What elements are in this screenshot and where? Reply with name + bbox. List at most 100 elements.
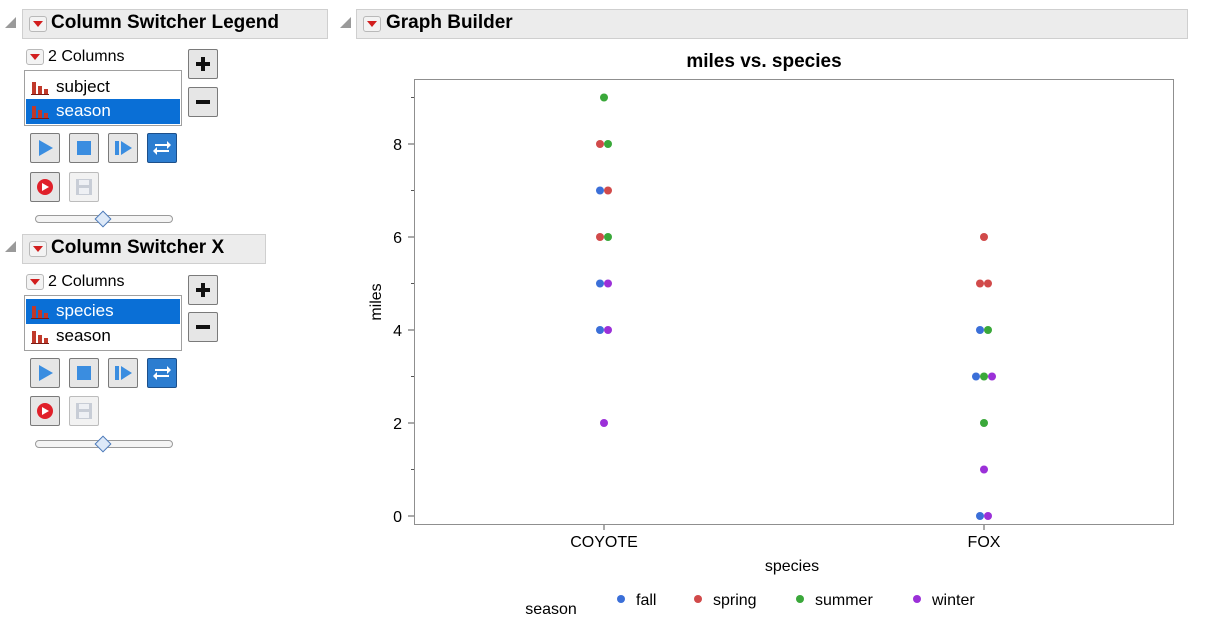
- play-icon: [39, 365, 53, 381]
- y-tick-label: 2: [393, 416, 402, 433]
- legend-label-winter[interactable]: winter: [931, 592, 975, 609]
- legend-label-fall[interactable]: fall: [636, 592, 656, 609]
- save-icon: [76, 179, 92, 195]
- legend-label-spring[interactable]: spring: [713, 592, 757, 609]
- data-point-fall[interactable]: [976, 512, 984, 520]
- collapse-triangle-icon[interactable]: [340, 17, 352, 29]
- data-point-spring[interactable]: [604, 186, 612, 195]
- collapse-triangle-icon[interactable]: [5, 17, 17, 29]
- x-columns-label: 2 Columns: [48, 273, 125, 290]
- data-point-spring[interactable]: [596, 140, 604, 148]
- bar-chart-icon: [31, 82, 49, 95]
- data-point-spring[interactable]: [596, 233, 604, 241]
- data-point-winter[interactable]: [988, 372, 996, 381]
- data-point-summer[interactable]: [980, 372, 988, 381]
- x-panel-title: Column Switcher X: [51, 237, 225, 258]
- x-axis-label: species: [765, 558, 819, 575]
- legend-loop-button[interactable]: [147, 133, 177, 163]
- y-axis-label: miles: [368, 283, 385, 320]
- x-play-button[interactable]: [30, 358, 60, 388]
- data-point-fall[interactable]: [976, 326, 984, 334]
- data-point-summer[interactable]: [604, 140, 612, 148]
- graph-builder-title: Graph Builder: [386, 12, 513, 33]
- legend-columns-menu-icon[interactable]: [26, 49, 44, 65]
- legend-save-button: [69, 172, 99, 202]
- data-point-spring[interactable]: [980, 233, 988, 241]
- x-columns-menu-icon[interactable]: [26, 274, 44, 290]
- legend-panel-menu-icon[interactable]: [29, 16, 47, 32]
- bar-chart-icon: [31, 306, 49, 319]
- loop-icon: [153, 141, 171, 155]
- record-icon: [37, 179, 53, 195]
- data-point-spring[interactable]: [984, 279, 992, 288]
- y-tick-label: 8: [393, 137, 402, 154]
- data-point-summer[interactable]: [984, 326, 992, 334]
- legend-record-button[interactable]: [30, 172, 60, 202]
- minus-icon: [196, 325, 210, 329]
- x-panel-menu-icon[interactable]: [29, 241, 47, 257]
- data-point-fall[interactable]: [596, 186, 604, 195]
- x-step-button[interactable]: [108, 358, 138, 388]
- data-point-winter[interactable]: [984, 512, 992, 520]
- data-point-fall[interactable]: [596, 326, 604, 334]
- x-record-button[interactable]: [30, 396, 60, 426]
- legend-list-item-subject[interactable]: subject: [26, 75, 180, 100]
- legend-label-summer[interactable]: summer: [815, 592, 873, 609]
- legend-marker-spring[interactable]: [694, 595, 702, 603]
- legend-stop-button[interactable]: [69, 133, 99, 163]
- graph-builder-header: [356, 9, 1188, 39]
- data-point-summer[interactable]: [604, 233, 612, 241]
- graph-builder-menu-icon[interactable]: [363, 16, 381, 32]
- legend-remove-column-button[interactable]: [188, 87, 218, 117]
- x-loop-button[interactable]: [147, 358, 177, 388]
- loop-icon: [153, 366, 171, 380]
- data-point-winter[interactable]: [604, 279, 612, 288]
- y-tick-label: 0: [393, 509, 402, 526]
- x-list-item-species[interactable]: species: [26, 299, 180, 324]
- bar-chart-icon: [31, 106, 49, 119]
- legend-add-column-button[interactable]: [188, 49, 218, 79]
- legend-column-list[interactable]: subject season: [24, 70, 182, 126]
- legend-marker-fall[interactable]: [617, 595, 625, 603]
- stop-icon: [77, 141, 91, 155]
- legend-columns-label: 2 Columns: [48, 48, 125, 65]
- legend-marker-winter[interactable]: [913, 595, 921, 603]
- play-icon: [39, 140, 53, 156]
- x-list-item-label: species: [56, 301, 114, 320]
- legend-play-button[interactable]: [30, 133, 60, 163]
- data-point-spring[interactable]: [976, 279, 984, 288]
- record-icon: [37, 403, 53, 419]
- data-point-summer[interactable]: [600, 93, 608, 102]
- y-tick-label: 6: [393, 230, 402, 247]
- legend-list-item-season[interactable]: season: [26, 99, 180, 124]
- x-save-button: [69, 396, 99, 426]
- data-point-fall[interactable]: [972, 372, 980, 381]
- x-column-list[interactable]: species season: [24, 295, 182, 351]
- x-stop-button[interactable]: [69, 358, 99, 388]
- collapse-triangle-icon[interactable]: [5, 241, 17, 253]
- plus-icon: [196, 57, 210, 71]
- legend-list-item-label: subject: [56, 77, 110, 96]
- data-point-fall[interactable]: [596, 279, 604, 288]
- x-remove-column-button[interactable]: [188, 312, 218, 342]
- save-icon: [76, 403, 92, 419]
- minus-icon: [196, 100, 210, 104]
- legend-title: season: [525, 601, 577, 618]
- legend-step-button[interactable]: [108, 133, 138, 163]
- step-forward-icon: [115, 141, 132, 155]
- legend-list-item-label: season: [56, 101, 111, 120]
- data-point-winter[interactable]: [600, 419, 608, 427]
- step-forward-icon: [115, 366, 132, 380]
- stop-icon: [77, 366, 91, 380]
- data-point-winter[interactable]: [604, 326, 612, 334]
- data-point-summer[interactable]: [980, 419, 988, 427]
- legend-panel-title: Column Switcher Legend: [51, 12, 280, 33]
- legend-marker-summer[interactable]: [796, 595, 804, 603]
- x-add-column-button[interactable]: [188, 275, 218, 305]
- data-point-winter[interactable]: [980, 465, 988, 474]
- y-tick-label: 4: [393, 323, 402, 340]
- chart-title: miles vs. species: [686, 51, 841, 72]
- plus-icon: [196, 283, 210, 297]
- bar-chart-icon: [31, 331, 49, 344]
- x-list-item-season[interactable]: season: [26, 324, 180, 349]
